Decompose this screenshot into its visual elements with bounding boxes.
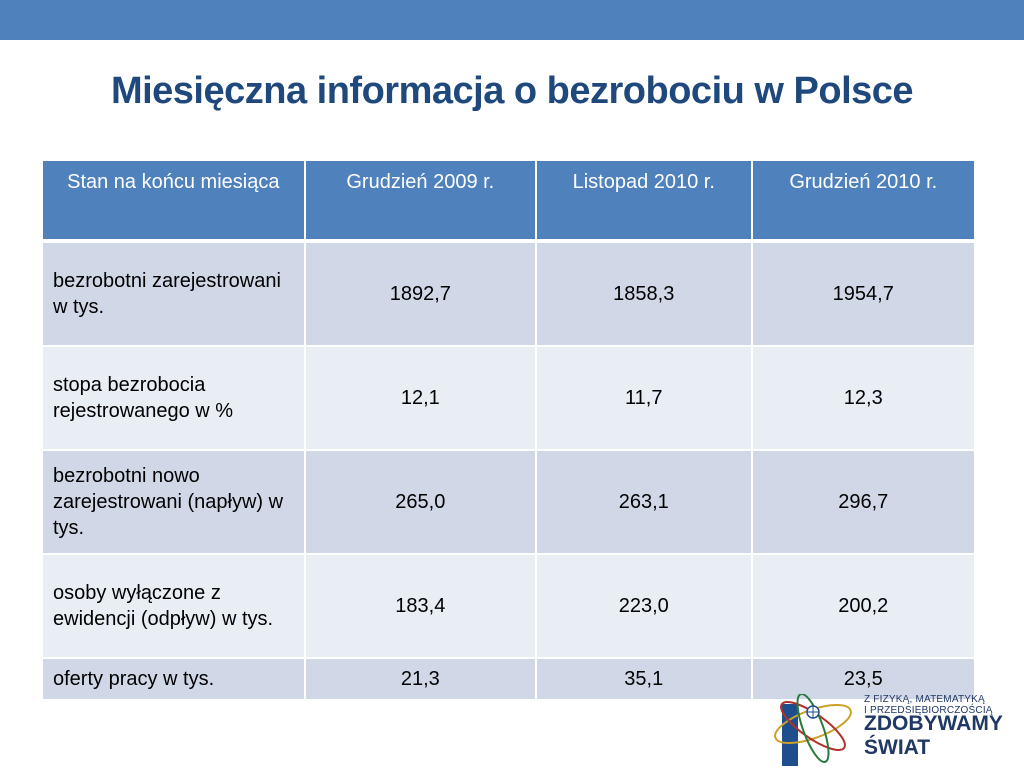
project-logo: Z FIZYKĄ, MATEMATYKĄ I PRZEDSIĘBIORCZOŚC… — [768, 694, 1024, 768]
logo-wordmark-line1: ZDOBYWAMY — [864, 712, 1003, 735]
table-cell: 21,3 — [303, 657, 538, 701]
table-cell: 35,1 — [535, 657, 753, 701]
row-label: bezrobotni nowo zarejestrowani (napływ) … — [41, 449, 306, 555]
header-cell: Grudzień 2009 r. — [303, 159, 538, 243]
table-cell: 263,1 — [535, 449, 753, 555]
table-cell: 296,7 — [750, 449, 976, 555]
top-accent-bar — [0, 0, 1024, 40]
logo-tagline-line1: Z FIZYKĄ, MATEMATYKĄ — [864, 694, 985, 705]
header-cell: Listopad 2010 r. — [535, 159, 753, 243]
table-cell: 12,3 — [750, 345, 976, 451]
logo-wordmark-line2: ŚWIAT — [864, 736, 931, 759]
slide-title: Miesięczna informacja o bezrobociu w Pol… — [110, 70, 914, 112]
logo-tagline: Z FIZYKĄ, MATEMATYKĄ I PRZEDSIĘBIORCZOŚC… — [864, 694, 993, 716]
table-cell: 12,1 — [303, 345, 538, 451]
table-row: osoby wyłączone z ewidencji (odpływ) w t… — [41, 553, 976, 659]
table-cell: 1892,7 — [303, 240, 538, 347]
table-cell: 200,2 — [750, 553, 976, 659]
row-label: osoby wyłączone z ewidencji (odpływ) w t… — [41, 553, 306, 659]
header-cell: Stan na końcu miesiąca — [41, 159, 306, 243]
table-cell: 183,4 — [303, 553, 538, 659]
atom-globe-logo-icon — [774, 694, 852, 766]
header-cell: Grudzień 2010 r. — [750, 159, 976, 243]
table-cell: 11,7 — [535, 345, 753, 451]
table-row: bezrobotni zarejestrowani w tys. 1892,7 … — [41, 240, 976, 347]
table-cell: 223,0 — [535, 553, 753, 659]
table-row: stopa bezrobocia rejestrowanego w % 12,1… — [41, 345, 976, 451]
table-cell: 1858,3 — [535, 240, 753, 347]
row-label: stopa bezrobocia rejestrowanego w % — [41, 345, 306, 451]
unemployment-table: Stan na końcu miesiąca Grudzień 2009 r. … — [41, 159, 976, 701]
row-label: oferty pracy w tys. — [41, 657, 306, 701]
table-cell: 265,0 — [303, 449, 538, 555]
logo-tagline-line2: I PRZEDSIĘBIORCZOŚCIĄ — [864, 705, 993, 716]
table-row: oferty pracy w tys. 21,3 35,1 23,5 — [41, 657, 976, 701]
table-cell: 23,5 — [750, 657, 976, 701]
table-cell: 1954,7 — [750, 240, 976, 347]
table-header-row: Stan na końcu miesiąca Grudzień 2009 r. … — [41, 159, 976, 243]
table-row: bezrobotni nowo zarejestrowani (napływ) … — [41, 449, 976, 555]
row-label: bezrobotni zarejestrowani w tys. — [41, 240, 306, 347]
